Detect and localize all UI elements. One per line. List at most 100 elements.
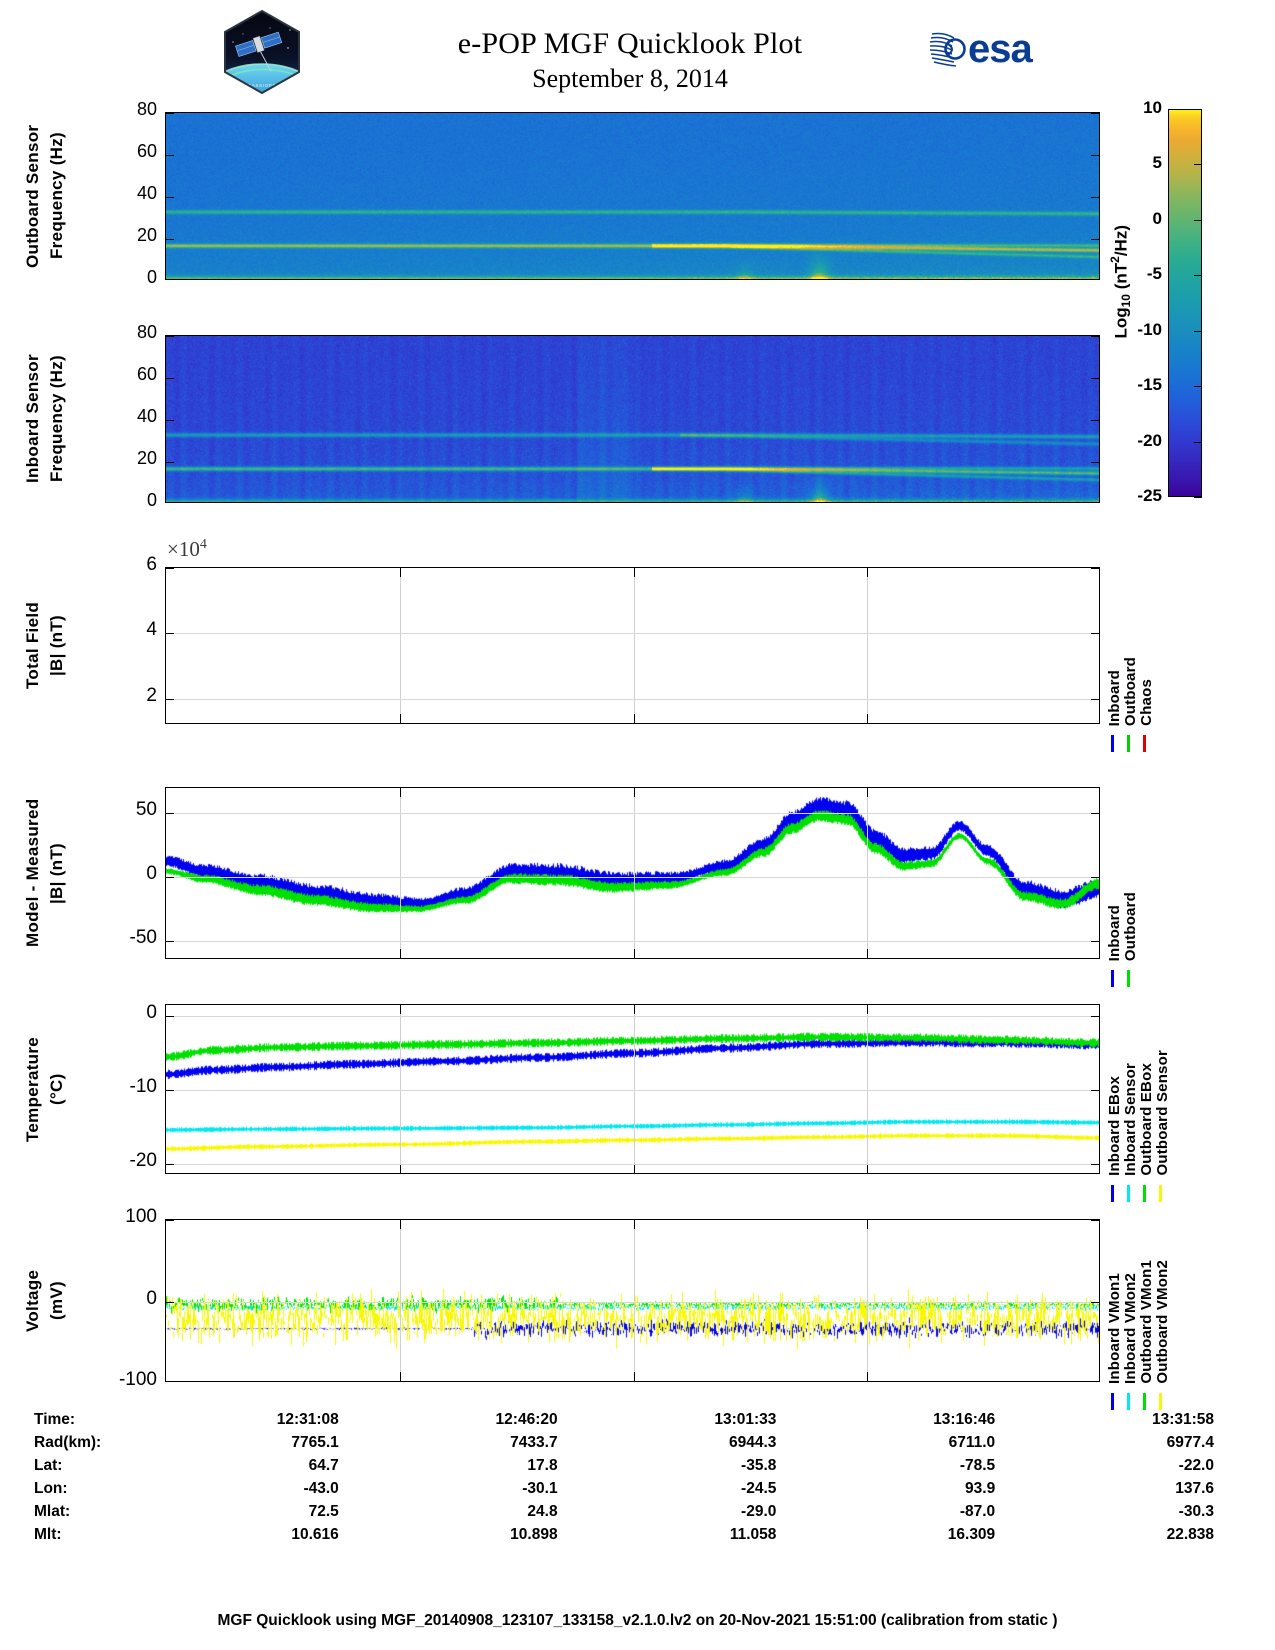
time-tick-top — [634, 568, 635, 577]
y-tick — [166, 239, 174, 240]
legend-label: Inboard Sensor — [1122, 1063, 1139, 1176]
time-gridline — [400, 788, 401, 958]
y-tick — [166, 813, 174, 814]
y-tick — [166, 155, 174, 156]
y-tick — [166, 1164, 174, 1165]
time-tick-bottom — [867, 714, 868, 723]
page-title: e-POP MGF Quicklook Plot — [457, 27, 803, 60]
table-cell: -87.0 — [959, 1502, 996, 1520]
y-tick-right — [1091, 1220, 1099, 1221]
colorbar-tick — [1194, 220, 1202, 222]
time-tick-bottom — [634, 949, 635, 958]
legend-label: Outboard — [1122, 656, 1139, 726]
y-tick-right — [1091, 420, 1099, 421]
table-cell: 6711.0 — [948, 1433, 996, 1451]
y-axis-label-secondary: (mV) — [47, 1281, 66, 1320]
y-tick-right — [1091, 1302, 1099, 1303]
y-tick-label: 80 — [136, 322, 157, 342]
legend-label: Inboard — [1106, 904, 1123, 961]
y-axis-label-primary: Temperature — [23, 1036, 42, 1142]
y-tick-label: 0 — [146, 863, 157, 885]
table-cell: 16.309 — [947, 1525, 996, 1543]
legend-swatch — [1143, 1185, 1146, 1202]
table-cell: 11.058 — [729, 1525, 777, 1543]
y-tick-right — [1091, 813, 1099, 814]
time-gridline — [634, 1005, 635, 1173]
legend-swatch — [1143, 1393, 1146, 1410]
table-cell: -30.1 — [522, 1479, 558, 1497]
y-tick — [166, 699, 174, 700]
time-tick-top — [867, 1220, 868, 1229]
legend-swatch — [1127, 1185, 1130, 1202]
table-cell: -30.3 — [1178, 1502, 1214, 1520]
panel-canvas-outboard-spectrogram — [166, 113, 1099, 279]
time-gridline — [867, 1005, 868, 1173]
legend-voltage: Inboard VMon1 Inboard VMon2 Outboard VMon1… — [1106, 1219, 1192, 1412]
table-cell: 12:31:08 — [276, 1410, 339, 1428]
colorbar-tick — [1194, 497, 1202, 499]
y-tick — [166, 877, 174, 878]
panel-outboard-spectrogram — [165, 112, 1100, 280]
panel-canvas-voltage — [166, 1220, 1099, 1381]
table-cell: 10.898 — [510, 1525, 558, 1543]
y-axis-label-primary: Total Field — [23, 601, 42, 690]
colorbar-tick — [1194, 275, 1202, 277]
legend-swatch — [1127, 970, 1130, 987]
y-tick-label: 6 — [146, 554, 157, 575]
table-cell: 6944.3 — [728, 1433, 777, 1451]
y-axis-label-secondary: |B| (nT) — [47, 615, 66, 677]
y-gridline — [166, 1090, 1099, 1091]
time-tick-top — [400, 568, 401, 577]
y-tick-label: 0 — [146, 490, 157, 510]
colorbar-tick-label: -25 — [1137, 486, 1162, 505]
table-cell: 12:46:20 — [495, 1410, 558, 1428]
time-gridline — [634, 1220, 635, 1381]
table-row-label: Mlt: — [34, 1525, 62, 1543]
time-tick-top — [634, 1005, 635, 1014]
table-row: Time: 12:31:08 12:46:20 13:01:33 13:16:46 13:… — [34, 1408, 1214, 1431]
y-tick-label: 0 — [146, 1002, 157, 1024]
panel-canvas-total-field — [166, 568, 1099, 723]
legend-swatch — [1111, 970, 1114, 987]
y-tick-label: -20 — [129, 1149, 157, 1171]
y-tick-label: 40 — [136, 183, 157, 203]
y-tick-right — [1091, 197, 1099, 198]
table-cell: 24.8 — [527, 1502, 558, 1520]
y-tick-label: 60 — [136, 364, 157, 384]
table-cell: -35.8 — [741, 1456, 777, 1474]
y-tick-right — [1091, 1016, 1099, 1017]
y-gridline — [166, 1016, 1099, 1017]
footer-note: MGF Quicklook using MGF_20140908_123107_… — [217, 1612, 1058, 1629]
y-tick-label: 60 — [136, 141, 157, 161]
panel-model-minus-measured — [165, 787, 1100, 959]
legend-swatch — [1159, 1393, 1162, 1410]
time-gridline — [400, 1005, 401, 1173]
legend-swatch — [1111, 735, 1114, 752]
table-cell: 17.8 — [527, 1456, 558, 1474]
panel-canvas-temperature — [166, 1005, 1099, 1173]
time-tick-top — [867, 788, 868, 797]
table-cell: 13:16:46 — [933, 1410, 996, 1428]
table-cell: 7765.1 — [291, 1433, 339, 1451]
svg-text:CASSIOPE: CASSIOPE — [248, 83, 276, 88]
colorbar-tick-label: 0 — [1152, 208, 1162, 228]
y-tick — [166, 462, 174, 463]
y-tick-label: -50 — [129, 926, 157, 948]
y-tick-right — [1091, 336, 1099, 337]
y-tick-label: 0 — [146, 267, 157, 287]
table-cell: -29.0 — [741, 1502, 777, 1520]
y-tick-right — [1091, 699, 1099, 700]
legend-temperature: Inboard EBox Inboard Sensor Outboard EBox O… — [1106, 1004, 1192, 1204]
colorbar-tick-label: -10 — [1137, 319, 1162, 339]
y-tick — [166, 568, 174, 569]
legend-label: Outboard VMon1 — [1138, 1260, 1155, 1384]
y-tick-label: 4 — [146, 619, 157, 641]
colorbar-tick — [1194, 442, 1202, 444]
page-header: CASSIOPE e-POP MGF Quicklook Plot Septem… — [0, 0, 1275, 105]
table-cell: -24.5 — [741, 1479, 777, 1497]
table-row-label: Time: — [34, 1410, 76, 1428]
y-tick-label: 20 — [136, 225, 157, 245]
legend-model-minus-measured: Inboard Outboard — [1106, 787, 1192, 989]
y-gridline — [166, 699, 1099, 700]
y-tick-right — [1091, 462, 1099, 463]
